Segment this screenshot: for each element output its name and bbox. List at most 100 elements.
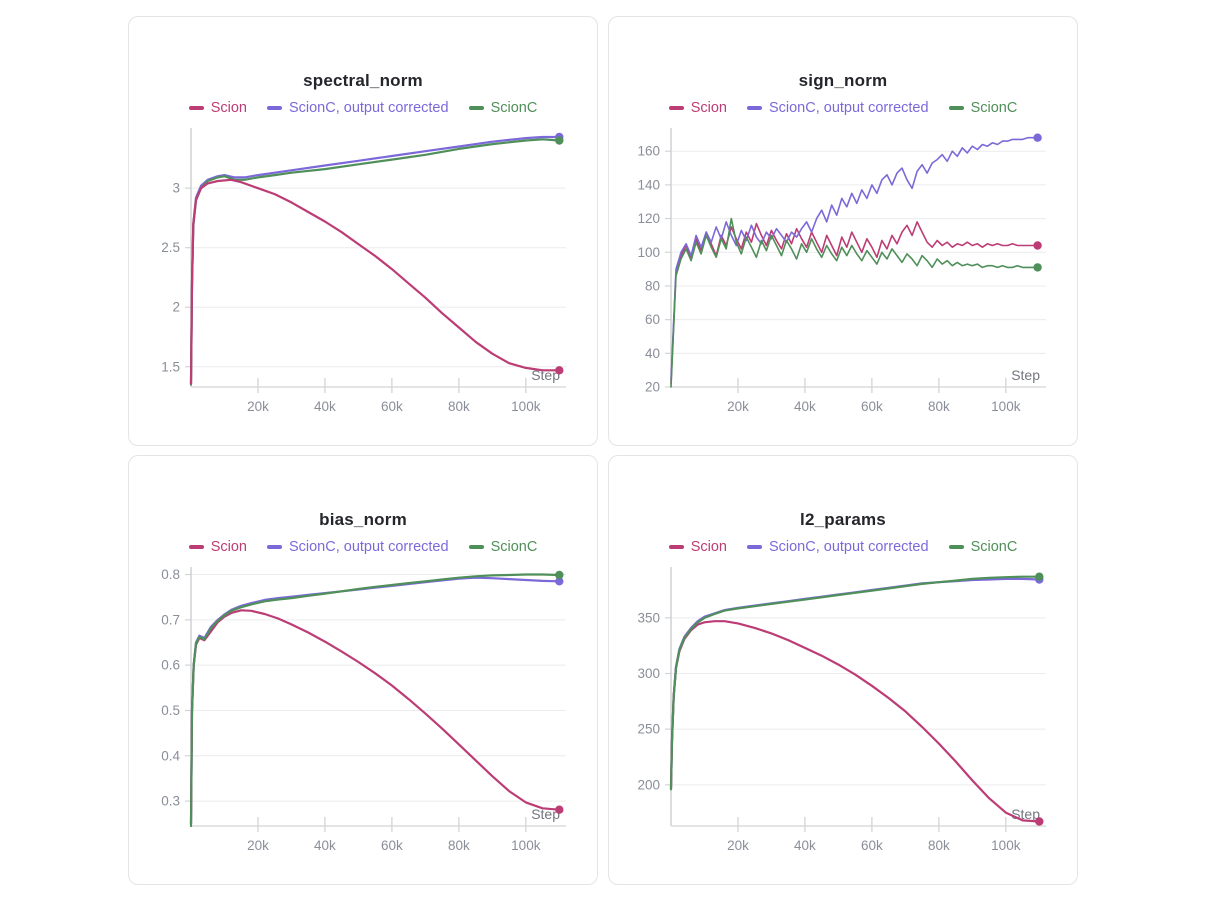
legend-label: Scion [690, 539, 727, 555]
chart-canvas[interactable]: 200 250 300 350 20k 40k 60k 80k 100k Step [609, 566, 1077, 860]
x-axis-label: Step [1011, 367, 1040, 383]
legend-line-swatch-icon [188, 545, 204, 549]
legend-item[interactable]: ScionC [468, 100, 538, 116]
legend-item[interactable]: Scion [188, 539, 247, 555]
series-line [670, 136, 1039, 382]
x-tick-label: 40k [314, 838, 336, 853]
legend-label: ScionC [970, 100, 1018, 116]
series-end-dot [555, 805, 564, 814]
legend-item[interactable]: Scion [668, 539, 727, 555]
y-tick-label: 100 [637, 245, 660, 260]
legend-label: ScionC, output corrected [288, 100, 449, 116]
x-tick-label: 60k [861, 399, 883, 414]
chart-legend: Scion ScionC, output corrected ScionC [129, 536, 597, 558]
chart-canvas[interactable]: 1.5 2 2.5 3 20k 40k 60k 80k 100k Step [129, 127, 597, 421]
legend-item[interactable]: Scion [668, 100, 727, 116]
chart-svg: 20 40 60 80 100 120 140 160 20k 40k 60k 80k 100k Step [637, 128, 1046, 414]
y-tick-label: 40 [645, 346, 660, 361]
chart-canvas[interactable]: 20 40 60 80 100 120 140 160 20k 40k 60k 80k 100k Step [609, 127, 1077, 421]
series-line [669, 575, 1041, 791]
series-end-dot [1033, 241, 1042, 250]
x-tick-label: 100k [991, 399, 1021, 414]
legend-label: ScionC, output corrected [768, 539, 929, 555]
y-tick-label: 2 [172, 300, 180, 315]
series-end-dot [1033, 263, 1042, 272]
legend-label: ScionC [490, 100, 538, 116]
chart-legend: Scion ScionC, output corrected ScionC [609, 97, 1077, 119]
series-line [189, 178, 561, 385]
legend-item[interactable]: ScionC, output corrected [266, 539, 449, 555]
series-line [669, 620, 1041, 823]
y-tick-label: 0.7 [161, 612, 180, 627]
y-tick-label: 0.6 [161, 658, 180, 673]
y-tick-label: 250 [637, 722, 660, 737]
y-tick-label: 3 [172, 181, 180, 196]
chart-title: spectral_norm [303, 71, 423, 90]
y-tick-label: 20 [645, 380, 660, 395]
legend-line-swatch-icon [468, 545, 484, 549]
legend-line-swatch-icon [266, 545, 282, 549]
legend-label: Scion [690, 100, 727, 116]
chart-legend: Scion ScionC, output corrected ScionC [609, 536, 1077, 558]
y-tick-label: 160 [637, 144, 660, 159]
y-tick-label: 0.3 [161, 794, 180, 809]
x-tick-label: 40k [794, 838, 816, 853]
x-tick-label: 20k [247, 838, 269, 853]
x-tick-label: 20k [727, 838, 749, 853]
y-tick-label: 120 [637, 211, 660, 226]
legend-item[interactable]: ScionC [948, 100, 1018, 116]
panel-sign-norm[interactable]: sign_norm Scion ScionC, output corrected S… [608, 16, 1078, 446]
legend-line-swatch-icon [746, 545, 762, 549]
legend-line-swatch-icon [266, 106, 282, 110]
y-tick-label: 1.5 [161, 359, 180, 374]
legend-item[interactable]: ScionC, output corrected [266, 100, 449, 116]
y-tick-label: 60 [645, 312, 660, 327]
y-tick-label: 2.5 [161, 240, 180, 255]
y-tick-label: 140 [637, 177, 660, 192]
panel-l2-params[interactable]: l2_params Scion ScionC, output corrected S… [608, 455, 1078, 885]
series-line [670, 217, 1039, 388]
y-tick-label: 80 [645, 278, 660, 293]
chart-canvas[interactable]: 0.3 0.4 0.5 0.6 0.7 0.8 20k 40k 60k 80k 100k Step [129, 566, 597, 860]
x-tick-label: 80k [928, 838, 950, 853]
legend-item[interactable]: Scion [188, 100, 247, 116]
legend-line-swatch-icon [668, 545, 684, 549]
y-tick-label: 350 [637, 610, 660, 625]
legend-item[interactable]: ScionC [948, 539, 1018, 555]
x-tick-label: 20k [247, 399, 269, 414]
series-end-dot [1035, 572, 1044, 581]
chart-title: sign_norm [798, 71, 888, 90]
x-tick-label: 60k [381, 399, 403, 414]
series-end-dot [555, 366, 564, 375]
legend-item[interactable]: ScionC, output corrected [746, 539, 929, 555]
series-end-dot [555, 577, 564, 586]
panel-bias-norm[interactable]: bias_norm Scion ScionC, output corrected S… [128, 455, 598, 885]
x-tick-label: 60k [381, 838, 403, 853]
panel-spectral-norm[interactable]: spectral_norm Scion ScionC, output correc… [128, 16, 598, 446]
series-end-dot [555, 136, 564, 145]
legend-line-swatch-icon [468, 106, 484, 110]
legend-line-swatch-icon [948, 106, 964, 110]
legend-line-swatch-icon [188, 106, 204, 110]
series-end-dot [1035, 817, 1044, 826]
chart-title: l2_params [800, 510, 886, 529]
legend-line-swatch-icon [746, 106, 762, 110]
legend-line-swatch-icon [948, 545, 964, 549]
series-line [670, 221, 1039, 385]
legend-label: Scion [210, 539, 247, 555]
series-line [189, 609, 561, 825]
legend-label: ScionC [490, 539, 538, 555]
legend-label: ScionC, output corrected [768, 100, 929, 116]
legend-item[interactable]: ScionC [468, 539, 538, 555]
x-tick-label: 20k [727, 399, 749, 414]
x-tick-label: 100k [511, 838, 541, 853]
legend-item[interactable]: ScionC, output corrected [746, 100, 929, 116]
legend-label: ScionC [970, 539, 1018, 555]
x-tick-label: 80k [448, 838, 470, 853]
chart-title: bias_norm [319, 510, 407, 529]
y-tick-label: 0.5 [161, 703, 180, 718]
y-tick-label: 0.4 [161, 748, 180, 763]
series-end-dot [1033, 133, 1042, 142]
